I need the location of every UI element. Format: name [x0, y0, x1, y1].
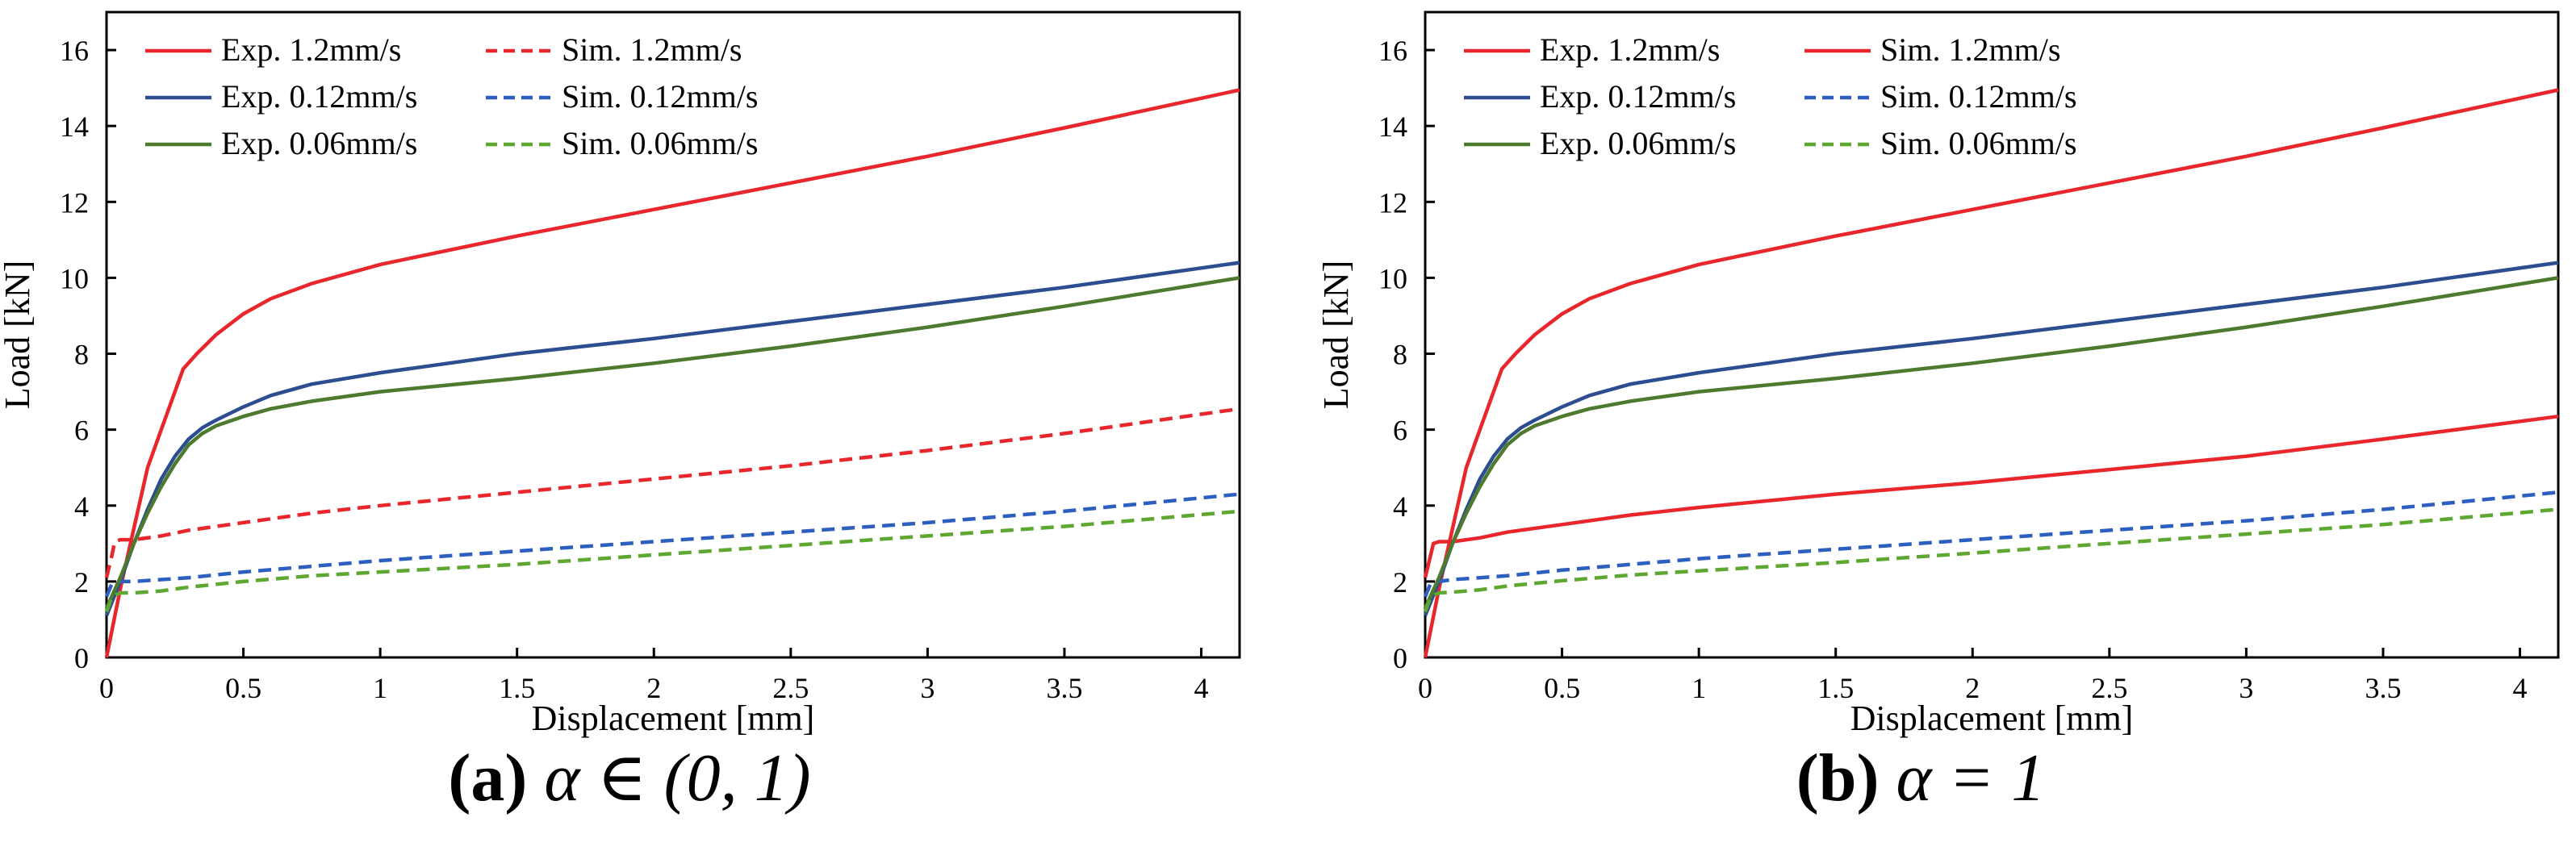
series-line: [1423, 276, 2559, 609]
x-tick-label: 2: [1965, 672, 1980, 704]
x-tick-label: 1: [1692, 672, 1706, 704]
plot-frame: [1424, 10, 2560, 659]
series-line: [104, 509, 1240, 613]
caption-a-label: (a): [448, 740, 528, 816]
series-line: [1423, 88, 2559, 658]
series-line: [1423, 507, 2559, 613]
series-line: [1423, 490, 2559, 598]
y-tick-label: 10: [1378, 262, 1407, 294]
series-line: [104, 88, 1240, 658]
legend-label: Sim. 1.2mm/s: [1880, 31, 2060, 68]
chart-panel-a: 0 0.5 1 1.5 2 2.5 3 3.5 4 0 2 4 6 8 10 12 14 16 Displaceme…: [0, 10, 1241, 738]
y-tick-label: 8: [74, 339, 89, 371]
y-axis-label: Load [kN]: [1316, 261, 1356, 410]
plot-frame: [105, 10, 1241, 659]
series-line: [104, 261, 1240, 617]
y-tick-label: 16: [60, 35, 89, 67]
x-tick-label: 1.5: [499, 672, 535, 704]
chart-panel-b: 0 0.5 1 1.5 2 2.5 3 3.5 4 0 2 4 6 8 10 12 14 16 Displaceme…: [1316, 10, 2560, 738]
x-tick-label: 3.5: [1046, 672, 1082, 704]
x-tick-label: 3: [920, 672, 935, 704]
legend-label: Sim. 0.06mm/s: [1880, 125, 2076, 161]
legend-label: Sim. 0.06mm/s: [562, 125, 758, 161]
y-tick-label: 14: [60, 111, 89, 143]
legend-label: Exp. 0.06mm/s: [221, 125, 417, 161]
caption-b-math: α = 1: [1896, 740, 2046, 816]
legend-label: Exp. 1.2mm/s: [1540, 31, 1720, 68]
y-tick-label: 12: [1378, 186, 1407, 219]
y-tick-label: 2: [1393, 566, 1407, 599]
x-tick-label: 0: [99, 672, 114, 704]
legend-label: Sim. 1.2mm/s: [562, 31, 742, 68]
x-tick-label: 0.5: [1544, 672, 1580, 704]
legend-label: Sim. 0.12mm/s: [1880, 78, 2076, 115]
legend-label: Exp. 1.2mm/s: [221, 31, 401, 68]
caption-a-math: α ∈ (0, 1): [544, 740, 811, 816]
y-tick-label: 4: [1393, 490, 1407, 523]
caption-a: (a) α ∈ (0, 1): [323, 730, 936, 827]
legend-label: Exp. 0.12mm/s: [221, 78, 417, 115]
x-tick-label: 2.5: [772, 672, 809, 704]
y-tick-label: 4: [74, 490, 89, 523]
series-line: [104, 492, 1240, 598]
x-tick-label: 0.5: [225, 672, 261, 704]
legend-label: Sim. 0.12mm/s: [562, 78, 758, 115]
series-line: [104, 276, 1240, 609]
legend-label: Exp. 0.12mm/s: [1540, 78, 1736, 115]
x-tick-label: 1: [373, 672, 387, 704]
y-tick-label: 2: [74, 566, 89, 599]
y-tick-label: 6: [74, 415, 89, 447]
series-line: [1423, 414, 2559, 578]
y-tick-label: 8: [1393, 339, 1407, 371]
caption-b: (b) α = 1: [1614, 730, 2227, 827]
series-line: [104, 407, 1240, 578]
y-tick-label: 0: [1393, 642, 1407, 674]
y-tick-label: 14: [1378, 111, 1407, 143]
x-tick-label: 4: [2513, 672, 2528, 704]
x-tick-label: 4: [1194, 672, 1209, 704]
y-tick-label: 6: [1393, 415, 1407, 447]
x-tick-label: 3.5: [2365, 672, 2401, 704]
x-tick-label: 1.5: [1817, 672, 1854, 704]
legend-label: Exp. 0.06mm/s: [1540, 125, 1736, 161]
caption-b-label: (b): [1796, 740, 1880, 816]
x-tick-label: 0: [1418, 672, 1432, 704]
y-tick-label: 16: [1378, 35, 1407, 67]
x-axis-label: Displacement [mm]: [532, 699, 815, 738]
y-axis-label: Load [kN]: [0, 261, 37, 410]
y-tick-label: 10: [60, 262, 89, 294]
x-axis-label: Displacement [mm]: [1850, 699, 2134, 738]
x-tick-label: 3: [2239, 672, 2253, 704]
x-tick-label: 2.5: [2091, 672, 2127, 704]
x-tick-label: 2: [646, 672, 661, 704]
y-tick-label: 0: [74, 642, 89, 674]
y-tick-label: 12: [60, 186, 89, 219]
